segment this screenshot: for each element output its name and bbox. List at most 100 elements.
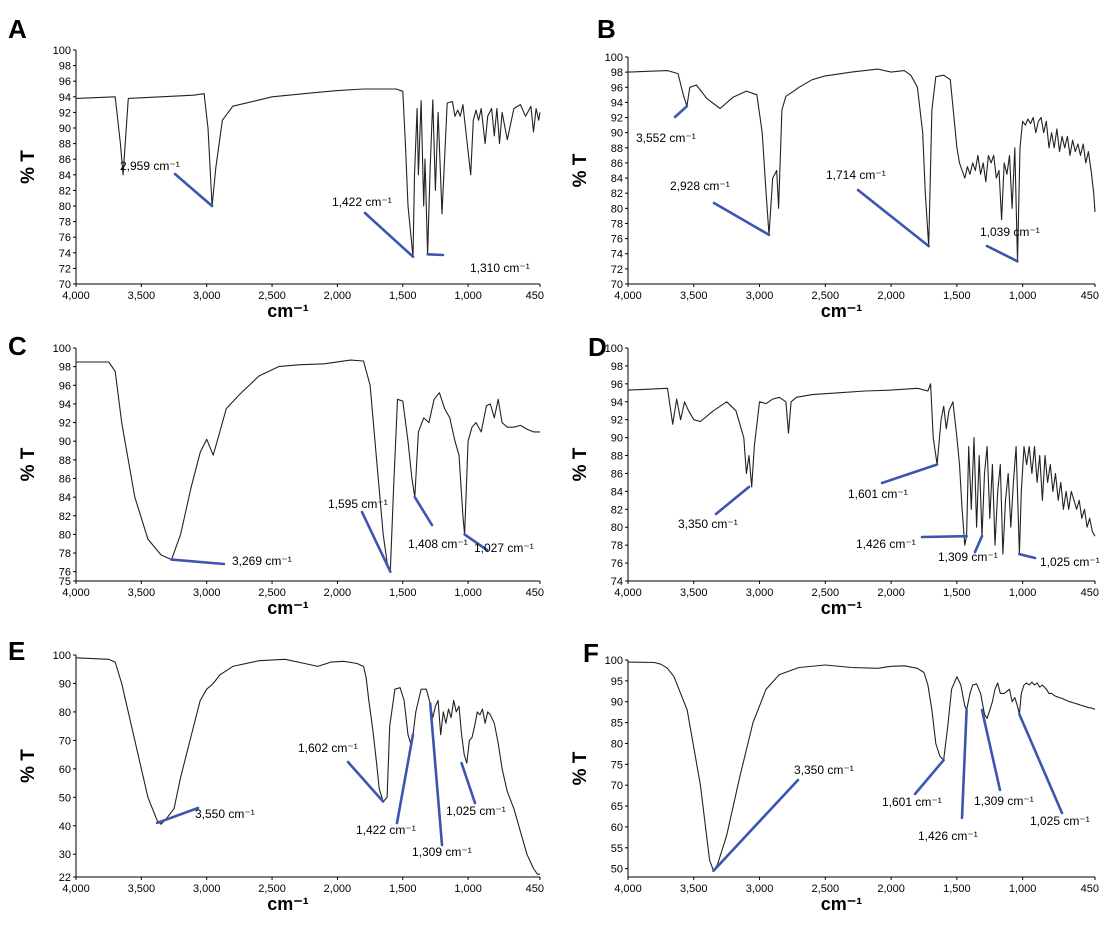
x-tick-label: 1,000 bbox=[1009, 290, 1037, 302]
x-tick-label: 450 bbox=[526, 883, 544, 895]
y-tick-label: 75 bbox=[611, 759, 623, 771]
y-tick-label: 100 bbox=[605, 655, 623, 667]
x-tick-label: 1,000 bbox=[1009, 587, 1037, 599]
annotation-leader bbox=[913, 758, 945, 796]
annotation-leader bbox=[973, 534, 984, 554]
y-axis-title-f: % T bbox=[570, 751, 591, 785]
annotation-label: 3,552 cm⁻¹ bbox=[636, 131, 696, 145]
y-tick-label: 96 bbox=[611, 379, 623, 391]
annotation-leader bbox=[346, 760, 385, 803]
x-tick-label: 3,000 bbox=[193, 883, 221, 895]
panel-letter-b: B bbox=[597, 14, 616, 44]
x-tick-label: 2,500 bbox=[258, 290, 286, 302]
x-tick-label: 3,000 bbox=[193, 290, 221, 302]
annotation-label: 2,959 cm⁻¹ bbox=[120, 159, 180, 173]
spectrum-line-e bbox=[75, 657, 540, 875]
spectrum-line-c bbox=[76, 359, 540, 573]
y-tick-label: 96 bbox=[611, 82, 623, 94]
y-tick-label: 88 bbox=[59, 455, 71, 467]
x-tick-label: 2,000 bbox=[877, 883, 905, 895]
y-tick-label: 55 bbox=[611, 843, 623, 855]
annotation-label: 1,601 cm⁻¹ bbox=[848, 487, 908, 501]
y-tick-label: 90 bbox=[59, 123, 71, 135]
panel-letter-a: A bbox=[8, 14, 27, 44]
annotation-leader bbox=[856, 188, 931, 248]
y-tick-label: 92 bbox=[611, 113, 623, 125]
y-tick-label: 82 bbox=[611, 188, 623, 200]
y-tick-label: 78 bbox=[611, 218, 623, 230]
annotation-leader bbox=[1018, 552, 1037, 560]
annotation-leader bbox=[170, 558, 226, 566]
y-tick-label: 50 bbox=[59, 792, 71, 804]
annotation-leader bbox=[463, 533, 489, 552]
y-axis-title-d: % T bbox=[570, 447, 591, 481]
y-tick-label: 82 bbox=[611, 504, 623, 516]
annotation-leader bbox=[395, 733, 415, 825]
y-tick-label: 86 bbox=[611, 468, 623, 480]
x-tick-label: 1,000 bbox=[1009, 883, 1037, 895]
y-tick-label: 74 bbox=[611, 249, 623, 261]
y-tick-label: 94 bbox=[611, 97, 623, 109]
annotation-leader bbox=[880, 463, 939, 485]
x-tick-label: 4,000 bbox=[62, 290, 90, 302]
annotation-leader bbox=[712, 201, 771, 237]
x-tick-label: 4,000 bbox=[614, 290, 642, 302]
spectrum-line-b bbox=[627, 68, 1096, 262]
x-tick-label: 3,000 bbox=[746, 883, 774, 895]
y-tick-label: 60 bbox=[59, 764, 71, 776]
annotation-leader bbox=[712, 778, 800, 873]
y-tick-label: 84 bbox=[611, 486, 623, 498]
y-tick-label: 74 bbox=[59, 248, 71, 260]
y-tick-label: 76 bbox=[59, 232, 71, 244]
annotation-label: 1,027 cm⁻¹ bbox=[474, 541, 534, 555]
annotation-label: 3,550 cm⁻¹ bbox=[195, 807, 255, 821]
x-tick-label: 1,500 bbox=[943, 290, 971, 302]
x-tick-label: 1,000 bbox=[454, 883, 482, 895]
y-tick-label: 50 bbox=[611, 864, 623, 876]
y-tick-label: 30 bbox=[59, 849, 71, 861]
y-tick-label: 70 bbox=[59, 279, 71, 291]
panel-letter-d: D bbox=[588, 332, 607, 362]
y-tick-label: 84 bbox=[59, 492, 71, 504]
spectrum-line-d bbox=[627, 383, 1096, 555]
annotation-leader bbox=[413, 495, 434, 527]
y-axis-title-b: % T bbox=[570, 153, 591, 187]
y-tick-label: 84 bbox=[611, 173, 623, 185]
y-tick-label: 100 bbox=[53, 343, 71, 355]
y-tick-label: 92 bbox=[59, 418, 71, 430]
x-tick-label: 3,000 bbox=[746, 587, 774, 599]
y-tick-label: 80 bbox=[611, 738, 623, 750]
y-tick-label: 78 bbox=[59, 217, 71, 229]
annotation-leader bbox=[714, 485, 751, 516]
x-tick-label: 3,500 bbox=[680, 587, 708, 599]
y-tick-label: 80 bbox=[611, 203, 623, 215]
y-tick-label: 95 bbox=[611, 676, 623, 688]
y-tick-label: 100 bbox=[605, 52, 623, 64]
x-axis-title-c: cm⁻¹ bbox=[267, 598, 309, 618]
y-tick-label: 40 bbox=[59, 821, 71, 833]
y-tick-label: 82 bbox=[59, 511, 71, 523]
x-tick-label: 2,500 bbox=[258, 587, 286, 599]
x-tick-label: 450 bbox=[1081, 883, 1099, 895]
y-tick-label: 22 bbox=[59, 872, 71, 884]
panel-letter-c: C bbox=[8, 331, 27, 361]
y-tick-label: 86 bbox=[611, 158, 623, 170]
annotation-label: 1,310 cm⁻¹ bbox=[470, 261, 530, 275]
y-tick-label: 76 bbox=[611, 234, 623, 246]
x-tick-label: 450 bbox=[1081, 290, 1099, 302]
x-axis-title-f: cm⁻¹ bbox=[821, 894, 863, 914]
annotation-leader bbox=[673, 104, 689, 119]
x-tick-label: 1,000 bbox=[454, 587, 482, 599]
annotation-label: 1,025 cm⁻¹ bbox=[1030, 814, 1090, 828]
annotation-label: 3,269 cm⁻¹ bbox=[232, 554, 292, 568]
x-tick-label: 450 bbox=[1081, 587, 1099, 599]
annotation-label: 1,025 cm⁻¹ bbox=[446, 804, 506, 818]
x-axis-title-e: cm⁻¹ bbox=[267, 894, 309, 914]
panel-e: E 22 30 40 50 60 70 80 90 100 4,000 3,500 3,000 2,500… bbox=[8, 636, 544, 914]
panel-letter-f: F bbox=[583, 638, 599, 668]
y-tick-label: 94 bbox=[611, 397, 623, 409]
annotation-leader bbox=[426, 253, 445, 257]
y-tick-label: 90 bbox=[611, 433, 623, 445]
y-tick-label: 80 bbox=[59, 707, 71, 719]
